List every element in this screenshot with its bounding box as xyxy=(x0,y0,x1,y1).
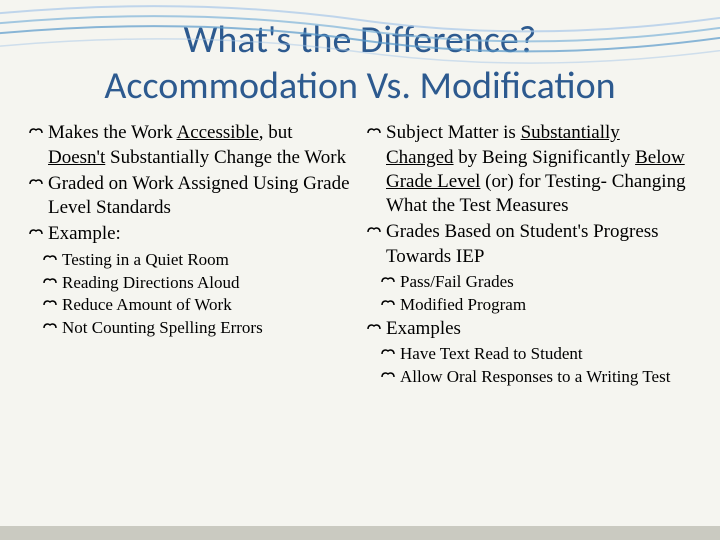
right-bullet-3: Examples xyxy=(366,317,692,341)
title-line2: Accommodation Vs. Modification xyxy=(0,64,720,110)
right-bullet-1: Subject Matter is Substantially Changed … xyxy=(366,121,692,218)
bottom-border-bar xyxy=(0,526,720,540)
left-bullet-2: Graded on Work Assigned Using Grade Leve… xyxy=(28,172,354,221)
left-column: Makes the Work Accessible, but Doesn't S… xyxy=(28,121,354,388)
right-sub-2: Modified Program xyxy=(380,294,692,316)
title-line1: What's the Difference? xyxy=(0,18,720,64)
left-bullet-1: Makes the Work Accessible, but Doesn't S… xyxy=(28,121,354,170)
right-bullet-2: Grades Based on Student's Progress Towar… xyxy=(366,220,692,269)
right-column: Subject Matter is Substantially Changed … xyxy=(366,121,692,388)
left-sub-2: Reading Directions Aloud xyxy=(42,272,354,294)
right-sub-4: Allow Oral Responses to a Writing Test xyxy=(380,366,692,388)
slide-title: What's the Difference? Accommodation Vs.… xyxy=(0,0,720,121)
left-sub-4: Not Counting Spelling Errors xyxy=(42,317,354,339)
left-sub-1: Testing in a Quiet Room xyxy=(42,249,354,271)
left-sub-3: Reduce Amount of Work xyxy=(42,294,354,316)
left-bullet-3: Example: xyxy=(28,222,354,246)
content-columns: Makes the Work Accessible, but Doesn't S… xyxy=(0,121,720,388)
right-sub-3: Have Text Read to Student xyxy=(380,343,692,365)
right-sub-1: Pass/Fail Grades xyxy=(380,271,692,293)
